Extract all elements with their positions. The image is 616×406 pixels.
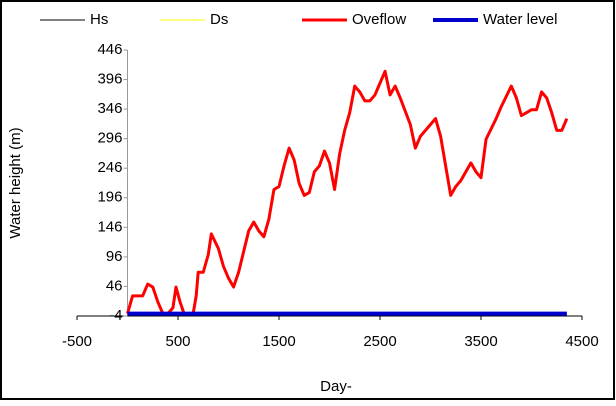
series-line — [126, 69, 569, 316]
y-tick-label: 146 — [97, 218, 122, 235]
y-tick-label: 96 — [106, 248, 123, 265]
x-tick-label: 2500 — [363, 333, 396, 350]
x-tick-label: 1500 — [262, 333, 295, 350]
y-tick-label: 346 — [97, 100, 122, 117]
x-axis-title: Day- — [320, 378, 352, 395]
y-tick-label: 296 — [97, 130, 122, 147]
y-tick-label: 446 — [97, 41, 122, 58]
x-tick-label: 3500 — [464, 333, 497, 350]
legend-label: Water level — [483, 11, 557, 28]
y-tick-label: 46 — [106, 277, 123, 294]
y-tick-label: 246 — [97, 159, 122, 176]
legend-label: Oveflow — [352, 11, 406, 28]
x-tick-label: 4500 — [565, 333, 598, 350]
x-tick-label: -500 — [62, 333, 92, 350]
y-tick-label: 196 — [97, 189, 122, 206]
legend-label: Hs — [90, 11, 108, 28]
y-tick-label: 396 — [97, 71, 122, 88]
y-axis-title: Water height (m) — [7, 127, 24, 238]
legend-label: Ds — [210, 11, 228, 28]
y-tick-label: -4 — [109, 307, 122, 324]
x-tick-label: 500 — [165, 333, 190, 350]
